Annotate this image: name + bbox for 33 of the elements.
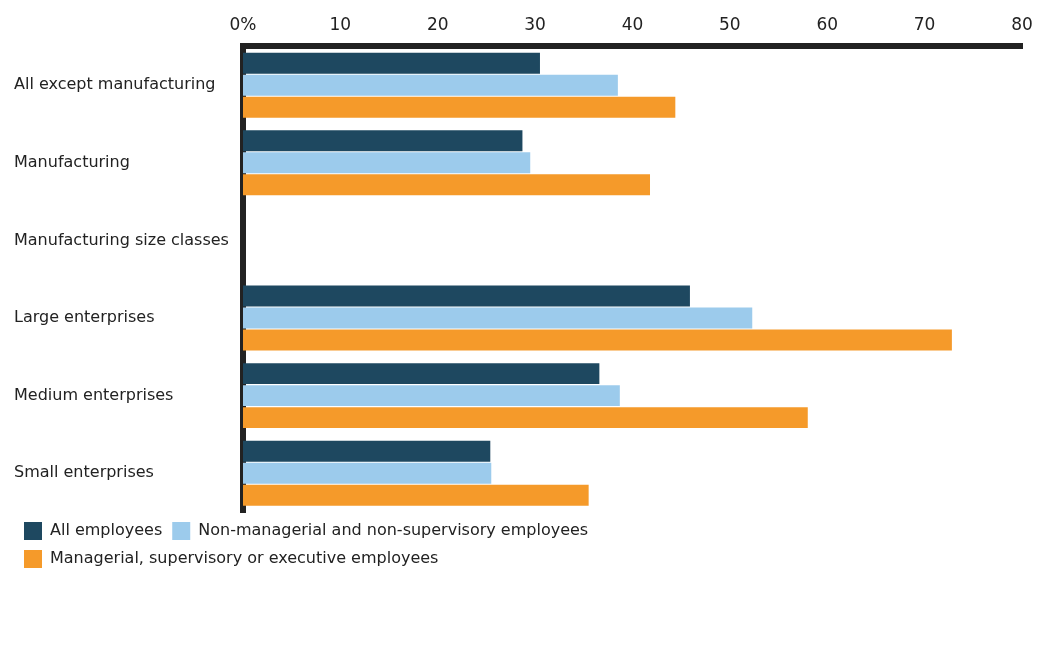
x-tick-label: 50 xyxy=(719,13,741,34)
y-tick-label: Manufacturing size classes xyxy=(14,229,229,249)
y-tick-label: Medium enterprises xyxy=(14,384,174,404)
bar xyxy=(242,440,491,462)
bar xyxy=(242,285,690,307)
bar xyxy=(242,407,808,429)
bar xyxy=(242,152,531,174)
bar xyxy=(242,174,651,196)
y-tick-label: Small enterprises xyxy=(14,462,154,482)
legend-label: Managerial, supervisory or executive employees xyxy=(50,548,439,568)
y-tick-label: Large enterprises xyxy=(14,307,155,327)
legend-label: Non-managerial and non-supervisory employees xyxy=(198,520,589,540)
bar xyxy=(242,363,600,385)
bar xyxy=(242,385,620,407)
bar xyxy=(242,74,618,96)
bar xyxy=(242,52,540,74)
bar xyxy=(242,484,589,506)
legend-label: All employees xyxy=(50,520,163,540)
bar xyxy=(242,130,523,152)
y-tick-label: Manufacturing xyxy=(14,151,130,171)
x-tick-label: 20 xyxy=(426,13,449,34)
bar xyxy=(242,307,753,329)
y-tick-label: All except manufacturing xyxy=(14,74,216,94)
x-tick-label: 10 xyxy=(329,13,352,34)
x-tick-label: 60 xyxy=(816,13,839,34)
x-tick-label: 80 xyxy=(1011,13,1033,34)
x-tick-label: 0% xyxy=(229,13,257,34)
x-tick-label: 40 xyxy=(621,13,644,34)
x-tick-label: 30 xyxy=(524,13,546,34)
bar xyxy=(242,96,676,118)
bar xyxy=(242,329,952,351)
x-tick-label: 70 xyxy=(913,13,936,34)
bar xyxy=(242,462,492,484)
